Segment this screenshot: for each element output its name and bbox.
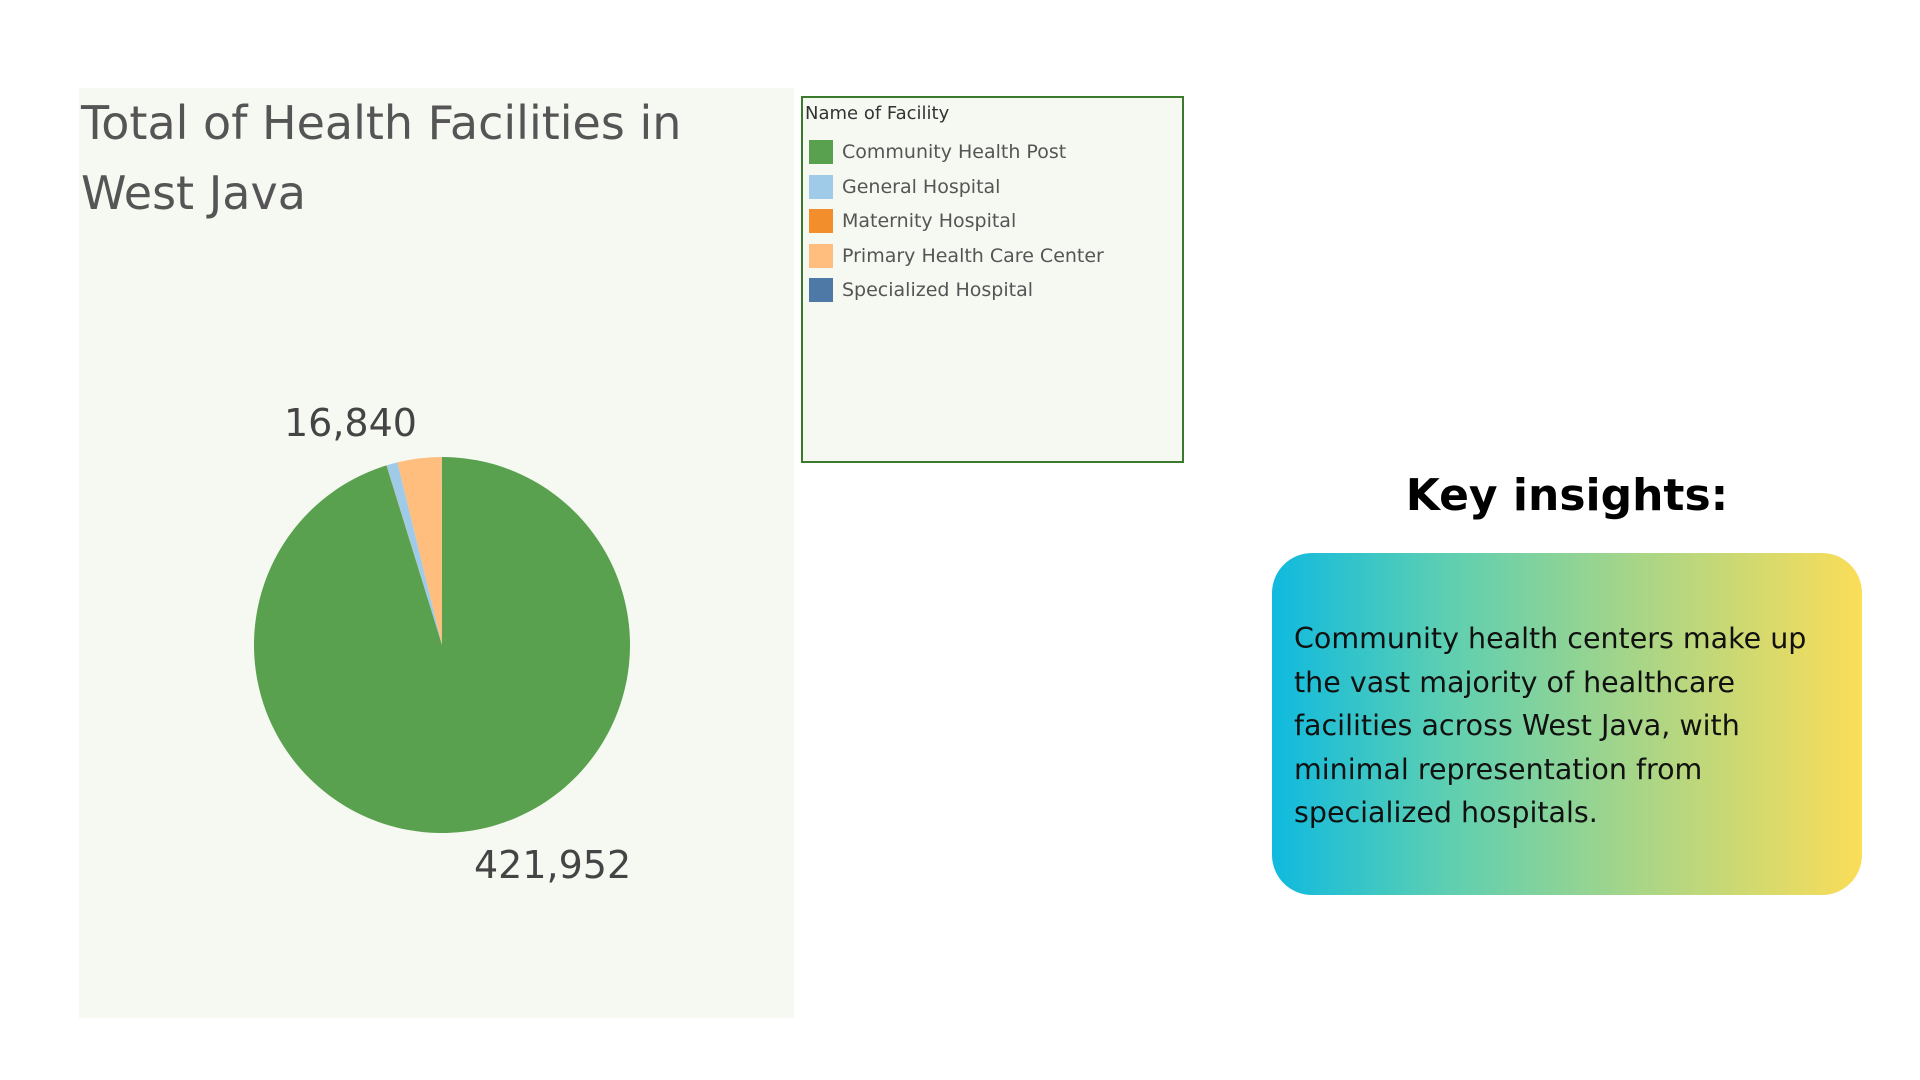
- legend-item[interactable]: Specialized Hospital: [809, 273, 1104, 308]
- legend-swatch: [809, 140, 833, 165]
- pie-slice-community-health-post[interactable]: [253, 457, 630, 833]
- data-label-community-health-post: 421,952: [474, 843, 631, 887]
- legend-label: Primary Health Care Center: [842, 244, 1104, 267]
- legend-swatch: [809, 278, 833, 303]
- insights-heading: Key insights:: [1405, 470, 1729, 521]
- legend-label: Specialized Hospital: [842, 279, 1034, 302]
- chart-panel: Total of Health Facilities in West Java …: [79, 88, 794, 1018]
- legend-title: Name of Facility: [805, 103, 950, 124]
- legend-items: Community Health Post General Hospital M…: [809, 135, 1104, 308]
- pie-slice-general-hospital[interactable]: [386, 462, 442, 645]
- legend: Name of Facility Community Health Post G…: [801, 96, 1184, 463]
- chart-title: Total of Health Facilities in West Java: [81, 96, 682, 220]
- legend-swatch: [809, 209, 833, 234]
- legend-swatch: [809, 243, 833, 268]
- legend-label: General Hospital: [842, 175, 1001, 198]
- insights-text: Community health centers make up the vas…: [1294, 622, 1807, 829]
- legend-item[interactable]: General Hospital: [809, 170, 1104, 205]
- pie-slice-maternity-hospital[interactable]: [386, 465, 442, 645]
- pie-slice-primary-health-care-center[interactable]: [397, 457, 442, 645]
- legend-label: Maternity Hospital: [842, 210, 1017, 233]
- legend-item[interactable]: Maternity Hospital: [809, 204, 1104, 239]
- data-label-primary-health-care-center: 16,840: [284, 401, 417, 445]
- insights-card: Community health centers make up the vas…: [1272, 553, 1862, 895]
- legend-item[interactable]: Primary Health Care Center: [809, 239, 1104, 274]
- legend-swatch: [809, 174, 833, 199]
- legend-item[interactable]: Community Health Post: [809, 135, 1104, 170]
- legend-label: Community Health Post: [842, 141, 1067, 164]
- pie-chart: 421,952 16,840: [253, 401, 631, 887]
